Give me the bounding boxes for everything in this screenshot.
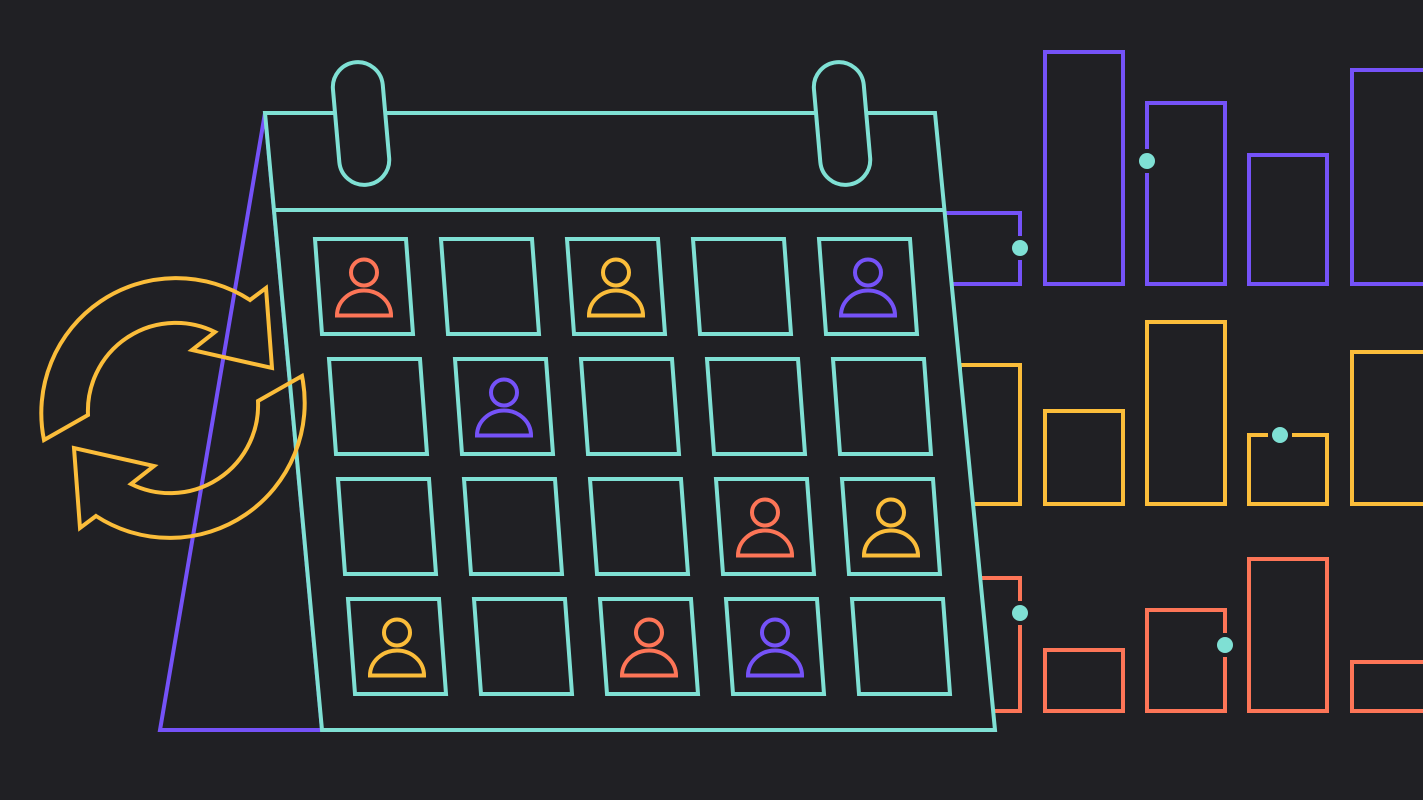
bar-dot [1217, 637, 1233, 653]
bar-dot [1012, 240, 1028, 256]
person-icon [367, 617, 427, 678]
person-icon [619, 617, 679, 678]
calendar-icon [262, 60, 998, 732]
person-body [334, 288, 394, 318]
person-body [745, 648, 805, 678]
calendar-day-cell [587, 477, 691, 576]
person-body [586, 288, 646, 318]
calendar-ring-left [330, 60, 392, 187]
sync-arrows-icon [39, 276, 307, 540]
bar [1145, 101, 1227, 286]
calendar-day-cell [713, 477, 817, 576]
bar-dot [1139, 153, 1155, 169]
calendar-day-cell [345, 597, 449, 696]
bar [1350, 68, 1423, 286]
calendar-day-cell [597, 597, 701, 696]
person-icon [745, 617, 805, 678]
calendar-day-cell [452, 357, 556, 456]
person-icon [474, 377, 534, 438]
person-icon [586, 257, 646, 318]
person-body [474, 408, 534, 438]
bar [1350, 350, 1423, 506]
person-icon [735, 497, 795, 558]
person-head [634, 617, 664, 648]
calendar-day-cell [335, 477, 439, 576]
person-head [382, 617, 412, 648]
calendar-day-cell [564, 237, 668, 336]
sync-arrow-top [39, 276, 275, 444]
calendar-day-cell [471, 597, 575, 696]
calendar-day-cell [326, 357, 430, 456]
calendar-day-cell [704, 357, 808, 456]
sync-arrow-bottom [71, 372, 307, 540]
person-head [750, 497, 780, 528]
person-head [489, 377, 519, 408]
calendar-day-cell [578, 357, 682, 456]
calendar-day-cell [461, 477, 565, 576]
calendar-day-cell [690, 237, 794, 336]
bar-dot [1272, 427, 1288, 443]
calendar-day-cell [438, 237, 542, 336]
person-icon [861, 497, 921, 558]
calendar-day-cell [830, 357, 934, 456]
bar [1350, 660, 1423, 713]
person-head [876, 497, 906, 528]
bar [1043, 50, 1125, 286]
bar [1043, 648, 1125, 713]
person-icon [334, 257, 394, 318]
person-body [838, 288, 898, 318]
calendar-day-cell [312, 237, 416, 336]
person-head [349, 257, 379, 288]
person-icon [838, 257, 898, 318]
calendar-ring-right [811, 60, 873, 187]
calendar-day-cell [849, 597, 953, 696]
person-body [861, 528, 921, 558]
bar [1247, 557, 1329, 713]
calendar-board [262, 111, 998, 732]
bar [1145, 320, 1227, 506]
person-body [367, 648, 427, 678]
bar-dot [1012, 605, 1028, 621]
person-head [760, 617, 790, 648]
person-body [619, 648, 679, 678]
calendar-day-cell [816, 237, 920, 336]
person-head [601, 257, 631, 288]
calendar-day-cell [723, 597, 827, 696]
calendar-day-cell [839, 477, 943, 576]
person-head [853, 257, 883, 288]
bar [1043, 409, 1125, 506]
person-body [735, 528, 795, 558]
bar [1247, 153, 1329, 286]
bar [1145, 608, 1227, 713]
